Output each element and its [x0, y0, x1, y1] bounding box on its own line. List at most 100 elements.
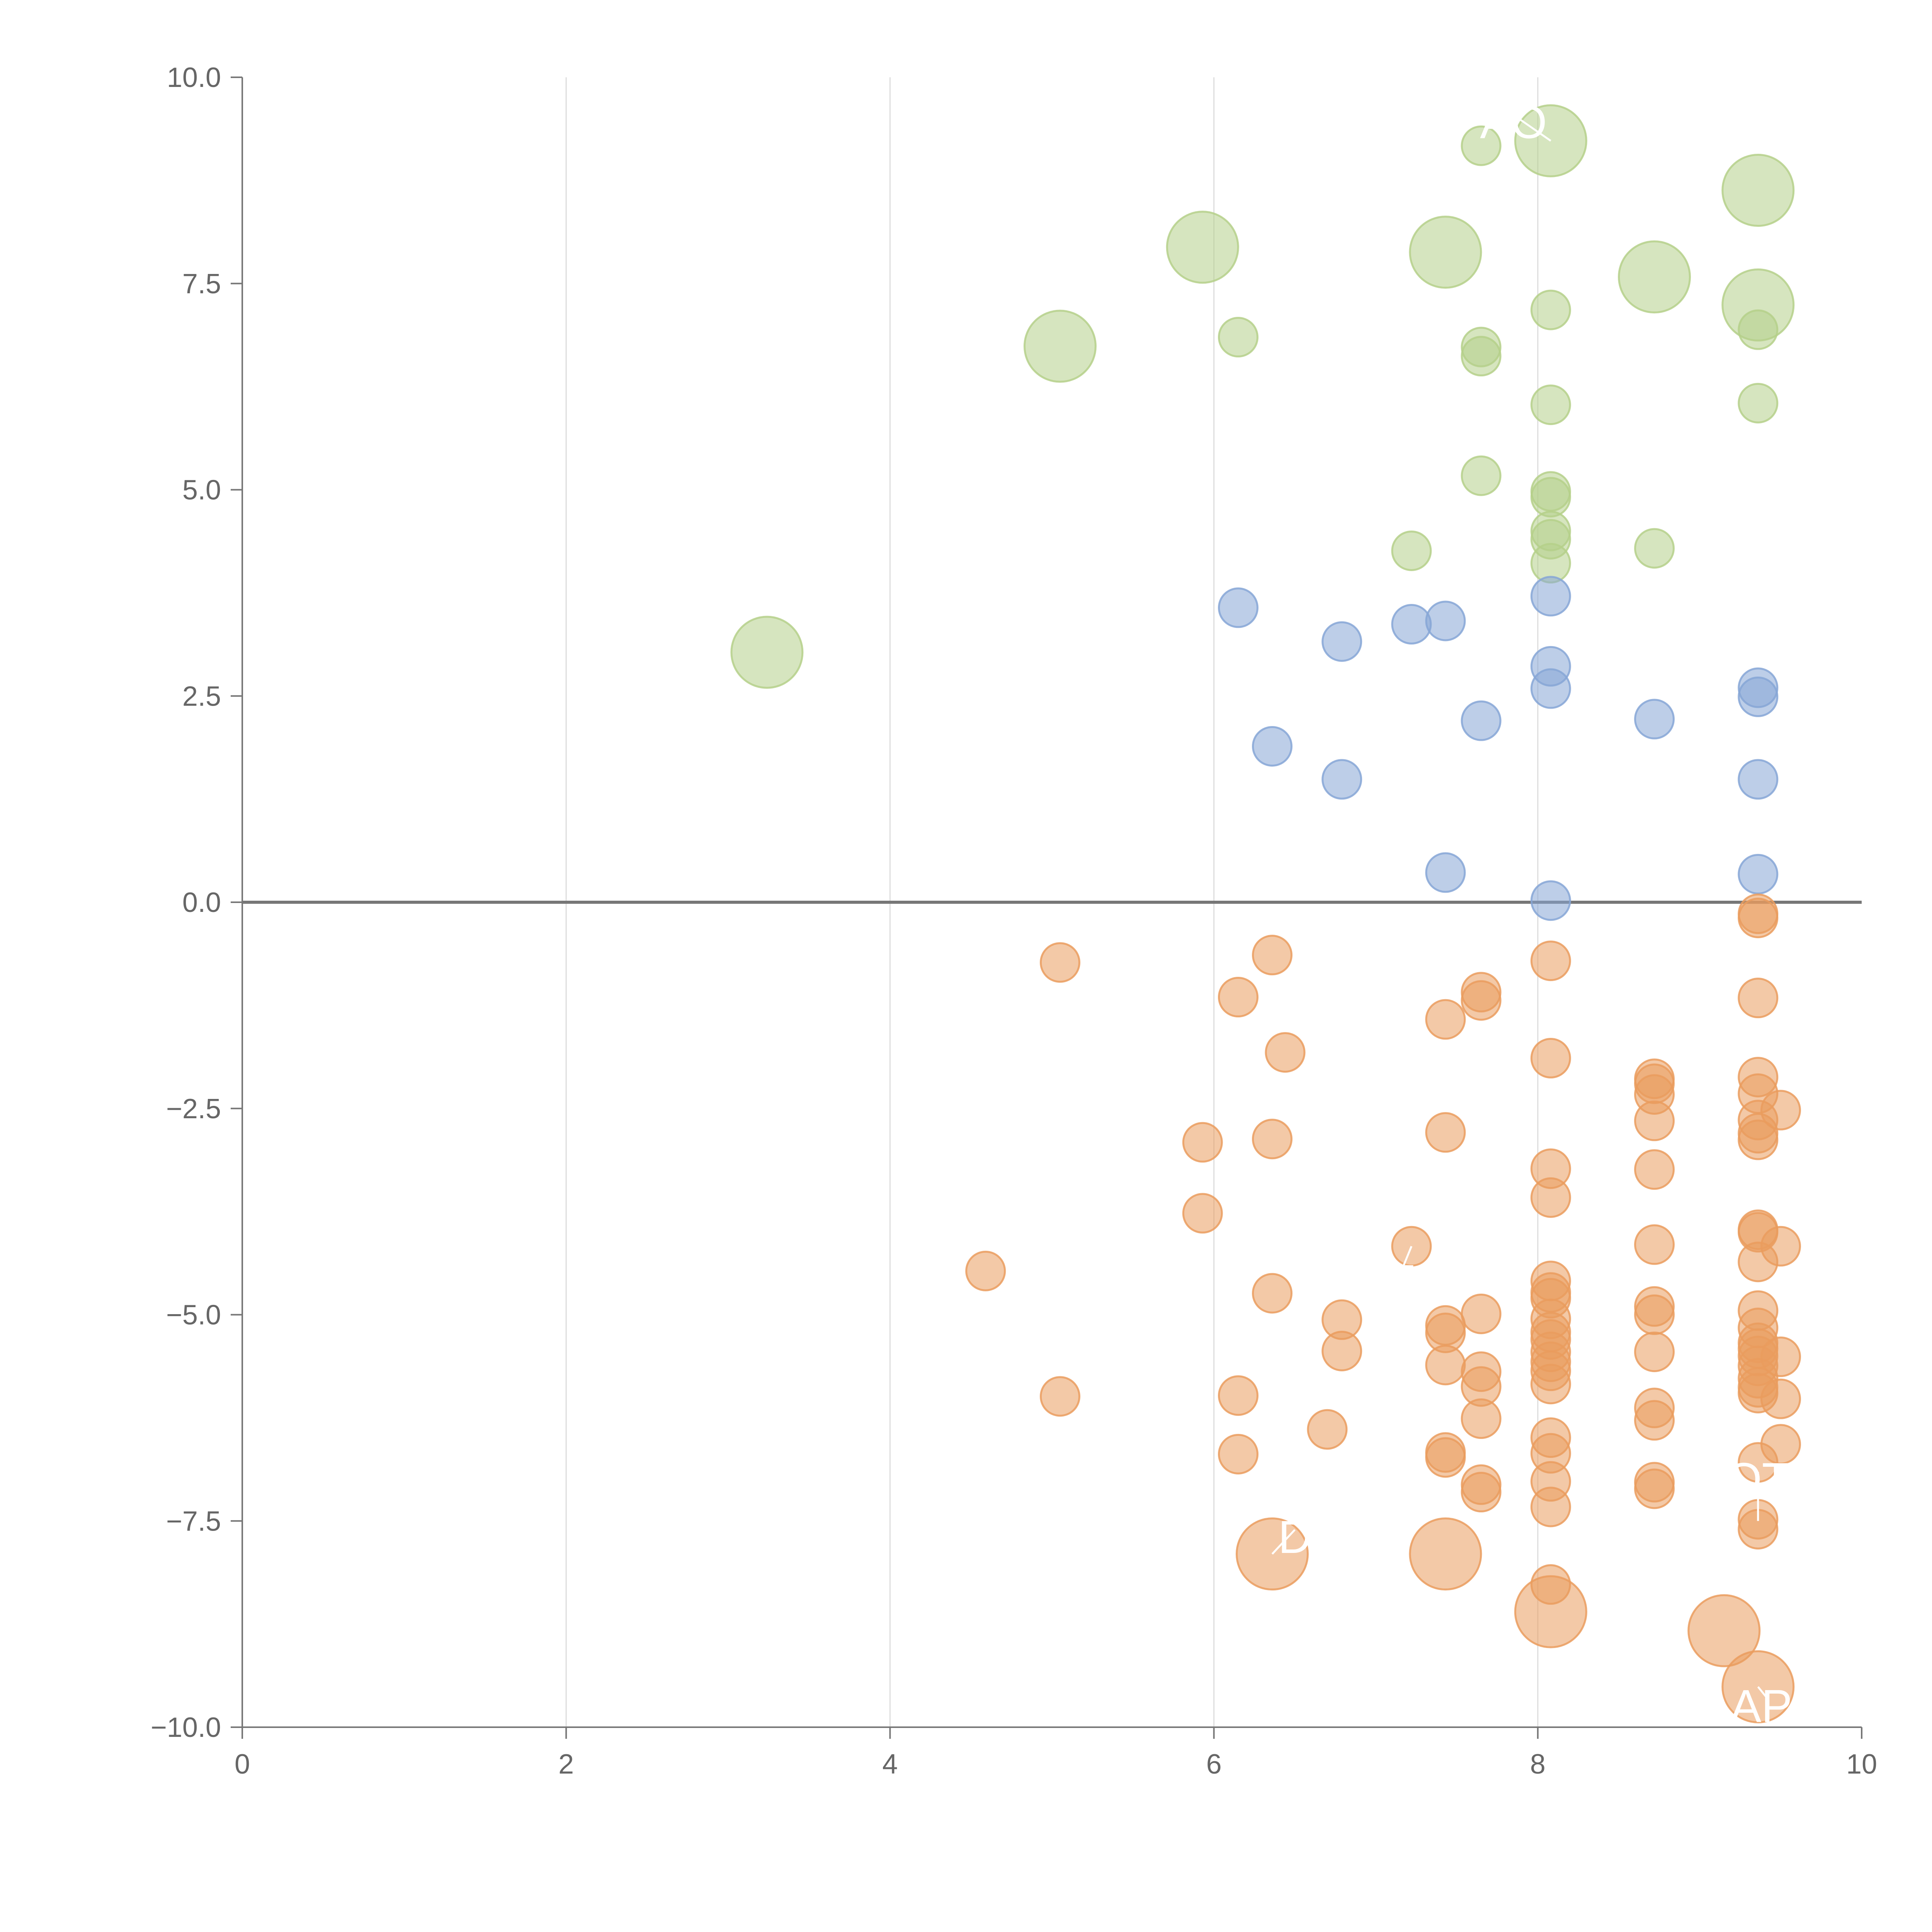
green-point — [1461, 455, 1502, 496]
orange-point — [1634, 1100, 1675, 1141]
axes: 0 2 4 6 8 10 10.0 7.5 5.0 2.5 0.0 −2.5 −5.0 −7.5 −10.0 — [151, 62, 1877, 1780]
orange-point — [1738, 978, 1779, 1019]
orange-point — [1218, 1375, 1259, 1416]
orange-point — [1461, 1398, 1502, 1439]
blue-point — [1530, 576, 1571, 617]
annotation-label: D — [1278, 1511, 1312, 1563]
blue-point — [1461, 700, 1502, 741]
annotation-layer: AO OT API T D — [1271, 96, 1805, 1732]
orange-point — [1265, 1032, 1306, 1073]
orange-point — [1530, 1364, 1571, 1405]
y-tick-label: 10.0 — [167, 62, 221, 93]
blue-point — [1634, 699, 1675, 740]
annotation-label: API — [1730, 1680, 1805, 1732]
blue-point — [1425, 600, 1466, 641]
orange-point — [1425, 1345, 1466, 1386]
orange-point — [1760, 1424, 1801, 1465]
orange-point — [1760, 1378, 1801, 1419]
orange-point — [1182, 1193, 1223, 1234]
orange-point — [1252, 1273, 1293, 1314]
orange-point — [1530, 1038, 1571, 1079]
orange-point — [1760, 1336, 1801, 1377]
orange-point — [1425, 1112, 1466, 1153]
orange-point — [1218, 977, 1259, 1018]
blue-point — [1218, 587, 1259, 628]
orange-point — [1634, 1332, 1675, 1372]
green-point — [1738, 383, 1779, 423]
green-point — [1218, 317, 1259, 358]
blue-point — [1321, 621, 1362, 662]
annotation-label: AO — [1480, 96, 1547, 148]
y-tick-label: 7.5 — [182, 269, 221, 299]
blue-point — [1530, 880, 1571, 921]
y-tick-label: −10.0 — [151, 1712, 221, 1743]
green-point — [1618, 240, 1691, 314]
orange-point — [1738, 1119, 1779, 1160]
annotation-leader — [1271, 1529, 1296, 1555]
orange-point — [1425, 1437, 1466, 1478]
green-point — [1721, 153, 1795, 227]
annotation-label: T — [1386, 1255, 1414, 1307]
points-layer — [730, 104, 1801, 1723]
orange-point — [1738, 898, 1779, 939]
y-tick-label: −7.5 — [166, 1506, 221, 1537]
orange-point — [1634, 1400, 1675, 1441]
orange-point — [1760, 1090, 1801, 1131]
green-point — [1738, 309, 1779, 350]
orange-point — [1634, 1294, 1675, 1335]
x-tick-label: 10 — [1846, 1749, 1877, 1780]
orange-point — [1252, 1119, 1293, 1160]
green-point — [730, 616, 804, 689]
green-point — [1391, 530, 1432, 571]
blue-point — [1738, 759, 1779, 800]
annotation-leader — [1399, 1246, 1413, 1275]
orange-point — [1461, 980, 1502, 1021]
green-point — [1634, 528, 1675, 569]
x-tick-label: 4 — [882, 1749, 898, 1780]
orange-point — [1530, 940, 1571, 981]
orange-point — [1461, 1472, 1502, 1513]
orange-point — [965, 1250, 1006, 1291]
y-tick-label: −2.5 — [166, 1094, 221, 1124]
orange-point — [1530, 1177, 1571, 1218]
y-tick-label: 2.5 — [182, 681, 221, 712]
orange-point — [1425, 999, 1466, 1040]
orange-point — [1039, 1376, 1080, 1417]
orange-point — [1218, 1434, 1259, 1475]
blue-point — [1391, 604, 1432, 645]
orange-point — [1530, 1486, 1571, 1527]
annotation-leader — [1757, 1686, 1769, 1700]
orange-point — [1307, 1409, 1348, 1450]
x-tick-label: 6 — [1206, 1749, 1222, 1780]
orange-point — [1039, 942, 1080, 983]
green-point — [1530, 477, 1571, 518]
y-tick-label: 0.0 — [182, 887, 221, 918]
orange-point — [1514, 1575, 1587, 1648]
green-point — [1166, 211, 1239, 284]
green-point — [1409, 216, 1482, 289]
orange-point — [1409, 1517, 1482, 1591]
x-tick-label: 2 — [558, 1749, 574, 1780]
orange-point — [1634, 1149, 1675, 1190]
blue-point — [1321, 759, 1362, 800]
blue-point — [1738, 676, 1779, 717]
blue-point — [1530, 668, 1571, 709]
green-point — [1530, 289, 1571, 330]
orange-point — [1182, 1122, 1223, 1163]
orange-point — [1252, 935, 1293, 976]
orange-point — [1634, 1468, 1675, 1509]
blue-point — [1425, 852, 1466, 893]
orange-point — [1760, 1226, 1801, 1267]
y-tick-label: −5.0 — [166, 1300, 221, 1331]
green-point — [1461, 125, 1502, 166]
green-point — [1023, 310, 1097, 383]
x-tick-label: 8 — [1530, 1749, 1546, 1780]
blue-point — [1252, 726, 1293, 767]
annotation-leader — [1513, 114, 1551, 142]
orange-point — [1687, 1594, 1761, 1667]
green-point — [1461, 336, 1502, 377]
orange-point — [1634, 1224, 1675, 1265]
blue-point — [1738, 854, 1779, 895]
